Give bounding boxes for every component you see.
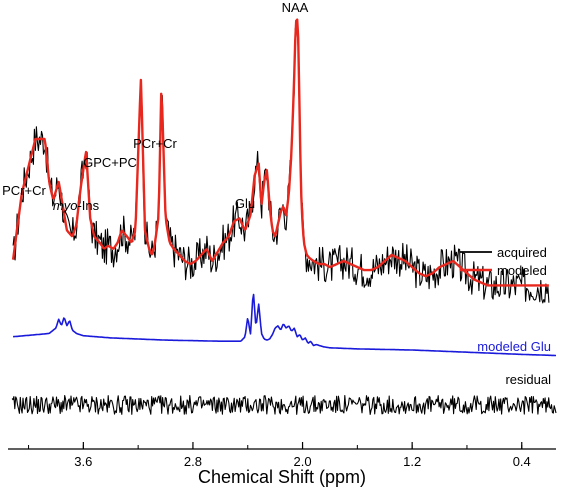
annotation-glu: Glu bbox=[235, 196, 255, 211]
legend-label-acquired: acquired bbox=[497, 245, 547, 260]
x-tick-label: 0.4 bbox=[513, 454, 531, 469]
plot-layer bbox=[11, 18, 557, 415]
annotation-pcr-cr-mid: PCr+Cr bbox=[133, 136, 177, 151]
annotation-myo-ins-italic: myo bbox=[53, 198, 78, 213]
x-tick-label: 3.6 bbox=[74, 454, 92, 469]
series-residual-line bbox=[11, 394, 557, 415]
annotation-naa: NAA bbox=[282, 0, 309, 15]
x-tick-label: 2.8 bbox=[184, 454, 202, 469]
x-tick-label: 2.0 bbox=[294, 454, 312, 469]
legend-label-modeled: modeled bbox=[497, 263, 547, 278]
annotation-myo-ins: myo-Ins bbox=[53, 198, 100, 213]
x-axis-label: Chemical Shift (ppm) bbox=[198, 467, 366, 487]
label-modeled-glu: modeled Glu bbox=[477, 339, 551, 354]
x-ticks: 3.6 2.8 2.0 1.2 0.4 bbox=[28, 442, 531, 469]
series-modeled-glu-line bbox=[13, 293, 556, 357]
x-tick-label: 1.2 bbox=[403, 454, 421, 469]
annotation-pcr-cr-left: PCr+Cr bbox=[2, 183, 46, 198]
legend: acquired modeled bbox=[460, 245, 547, 278]
series-modeled-line bbox=[11, 18, 550, 287]
annotation-myo-ins-rest: -Ins bbox=[77, 198, 99, 213]
label-residual: residual bbox=[505, 372, 551, 387]
annotation-gpc-pc: GPC+PC bbox=[83, 155, 137, 170]
